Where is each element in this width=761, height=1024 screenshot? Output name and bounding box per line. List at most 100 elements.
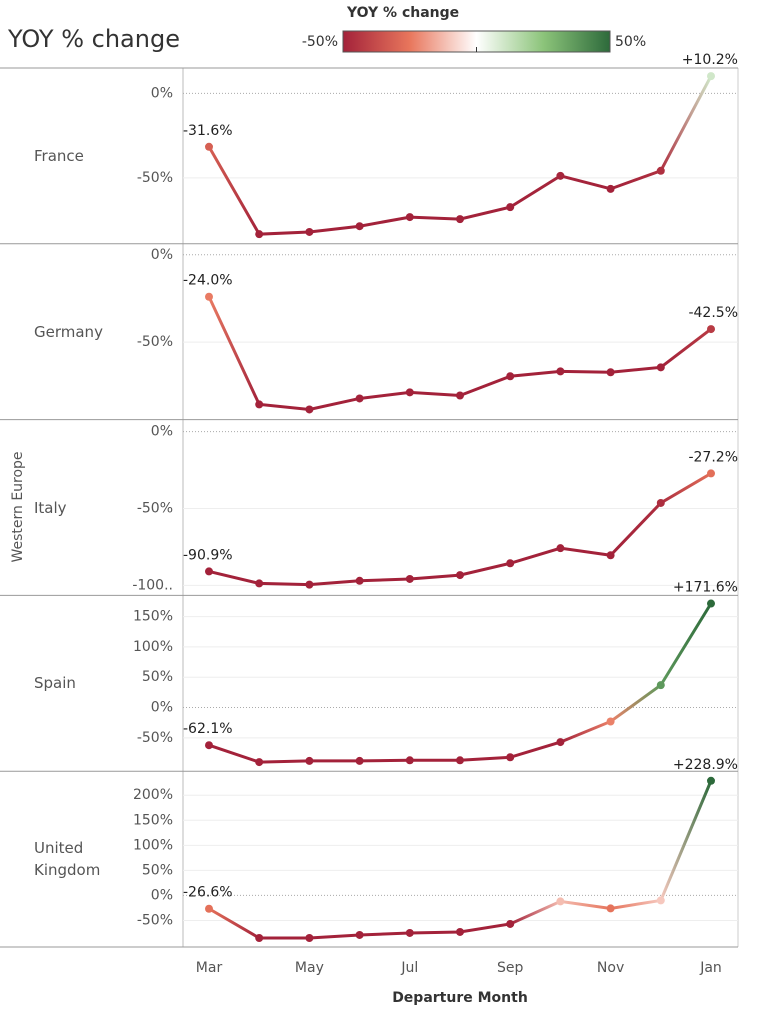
data-label: -62.1% <box>183 721 233 737</box>
point <box>556 544 565 553</box>
point <box>205 904 213 913</box>
point <box>405 928 414 937</box>
point <box>205 741 213 750</box>
y-tick-label: 0% <box>151 887 173 903</box>
panel-label: Italy <box>34 498 67 517</box>
point <box>205 292 213 301</box>
point <box>205 142 213 151</box>
x-tick-label: Nov <box>597 960 624 976</box>
data-label: -90.9% <box>183 547 233 563</box>
data-label: -27.2% <box>688 449 738 465</box>
group-label: Western Europe <box>10 451 26 562</box>
y-tick-label: 150% <box>133 609 173 625</box>
point <box>556 738 565 747</box>
point <box>707 469 715 478</box>
point <box>405 213 414 222</box>
data-label: -42.5% <box>688 305 738 321</box>
data-label: -24.0% <box>183 273 233 289</box>
point <box>305 933 314 942</box>
point <box>707 599 715 608</box>
series-line <box>208 780 713 940</box>
point <box>355 576 364 585</box>
y-tick-label: 100% <box>133 639 173 655</box>
x-tick-label: Jul <box>400 960 418 976</box>
point <box>556 171 565 180</box>
y-tick-label: -100.. <box>132 577 173 593</box>
point <box>255 933 264 942</box>
y-tick-label: 0% <box>151 424 173 440</box>
series-line <box>207 75 713 236</box>
point <box>355 222 364 231</box>
y-tick-label: -50% <box>137 170 173 186</box>
point <box>606 717 615 726</box>
x-tick-label: Mar <box>196 960 223 976</box>
data-label: +10.2% <box>682 52 738 68</box>
y-tick-label: 0% <box>151 700 173 716</box>
point <box>656 896 665 905</box>
point <box>355 756 364 765</box>
x-tick-label: Jan <box>699 960 722 976</box>
point <box>506 559 515 568</box>
point <box>506 753 515 762</box>
point <box>606 904 615 913</box>
y-tick-label: 0% <box>151 85 173 101</box>
data-label: -31.6% <box>183 123 233 139</box>
point <box>506 203 515 212</box>
point <box>456 391 464 400</box>
legend-max: 50% <box>615 34 646 50</box>
point <box>656 498 665 507</box>
y-tick-label: 150% <box>133 812 173 828</box>
point <box>656 363 665 372</box>
point <box>305 405 314 414</box>
y-tick-label: 50% <box>142 669 173 685</box>
y-tick-label: 0% <box>151 247 173 263</box>
point <box>405 388 414 397</box>
point <box>606 551 615 560</box>
point <box>305 227 314 236</box>
point <box>707 325 715 334</box>
series-line <box>208 472 712 587</box>
point <box>506 372 515 381</box>
point <box>255 400 264 409</box>
x-tick-label: Sep <box>497 960 524 976</box>
x-tick-label: May <box>295 960 324 976</box>
point <box>405 756 414 765</box>
point <box>656 166 665 175</box>
point <box>255 230 264 239</box>
point <box>707 776 715 785</box>
point <box>255 758 264 767</box>
legend-min: -50% <box>302 34 338 50</box>
point <box>255 579 264 588</box>
point <box>405 574 414 583</box>
y-tick-label: 50% <box>142 862 173 878</box>
point <box>456 215 464 224</box>
point <box>355 930 364 939</box>
panel-label: Spain <box>34 674 76 693</box>
y-tick-label: 200% <box>133 787 173 803</box>
data-label: +171.6% <box>673 580 738 596</box>
point <box>355 394 364 403</box>
point <box>606 184 615 193</box>
legend-title: YOY % change <box>346 5 459 21</box>
point <box>456 927 464 936</box>
panel-label: Germany <box>34 322 103 341</box>
y-tick-label: 100% <box>133 837 173 853</box>
point <box>506 919 515 928</box>
y-tick-label: -50% <box>137 730 173 746</box>
point <box>656 681 665 690</box>
point <box>205 567 213 576</box>
data-label: -26.6% <box>183 885 233 901</box>
point <box>556 367 565 376</box>
point <box>305 756 314 765</box>
point <box>606 368 615 377</box>
panel-label: France <box>34 146 84 165</box>
point <box>456 571 464 580</box>
point <box>456 756 464 765</box>
x-axis-title: Departure Month <box>392 990 528 1006</box>
point <box>707 72 715 81</box>
point <box>556 897 565 906</box>
chart-title: YOY % change <box>7 25 180 53</box>
y-tick-label: -50% <box>137 334 173 350</box>
